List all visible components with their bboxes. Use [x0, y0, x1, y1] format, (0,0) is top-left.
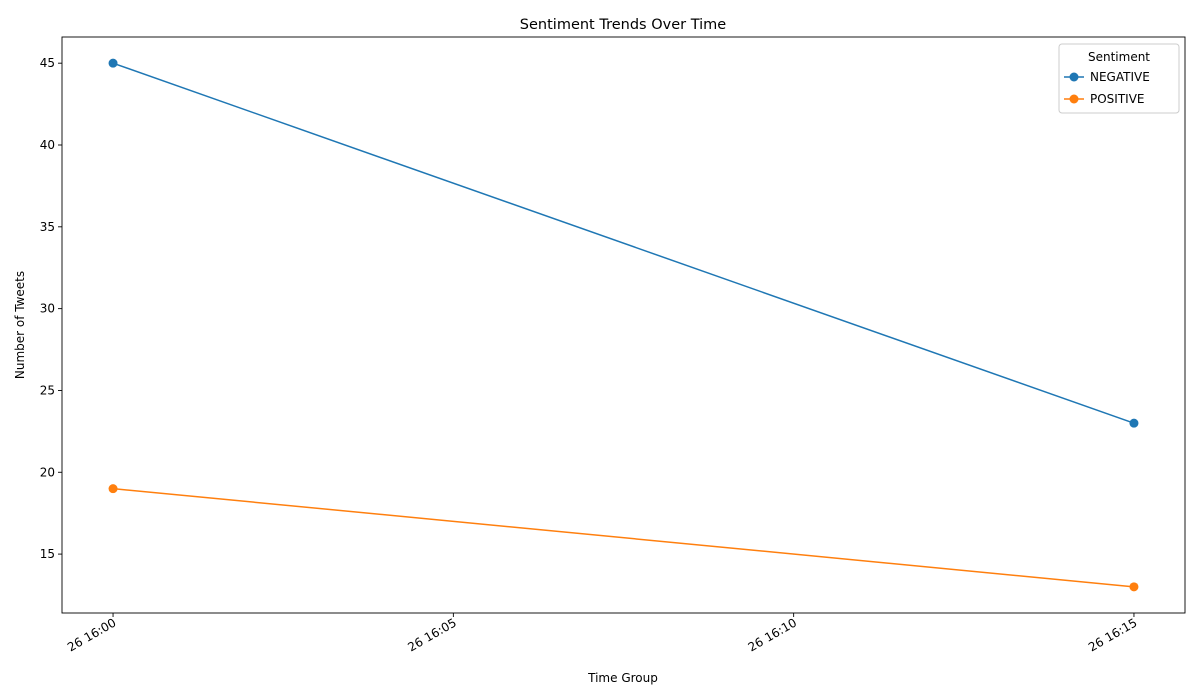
- x-tick-label: 26 16:05: [405, 615, 458, 654]
- legend-label-negative: NEGATIVE: [1090, 70, 1150, 84]
- legend: Sentiment NEGATIVE POSITIVE: [1058, 43, 1180, 114]
- y-tick-label: 30: [40, 302, 55, 316]
- x-tick-label: 26 16:15: [1086, 615, 1139, 654]
- chart-title: Sentiment Trends Over Time: [520, 17, 726, 33]
- x-axis-label: Time Group: [587, 671, 658, 685]
- data-point-negative: [108, 58, 118, 68]
- plot-frame: [61, 36, 1186, 614]
- legend-marker-positive: [1069, 94, 1079, 104]
- y-tick-label: 15: [40, 547, 55, 561]
- x-tick-label: 26 16:10: [746, 615, 799, 654]
- y-tick-label: 40: [40, 138, 55, 152]
- data-point-positive: [108, 484, 118, 494]
- x-tick-label: 26 16:00: [65, 615, 118, 654]
- legend-box: [1058, 43, 1180, 114]
- series-line-negative: [112, 62, 1135, 424]
- legend-label-positive: POSITIVE: [1090, 92, 1145, 106]
- data-point-negative: [1129, 418, 1139, 428]
- y-axis-label: Number of Tweets: [13, 271, 27, 379]
- legend-title: Sentiment: [1088, 50, 1150, 64]
- y-tick-label: 35: [40, 220, 55, 234]
- series-line-positive: [112, 487, 1135, 588]
- y-tick-label: 20: [40, 465, 55, 479]
- y-tick-label: 25: [40, 383, 55, 397]
- y-tick-label: 45: [40, 56, 55, 70]
- data-point-positive: [1129, 582, 1139, 592]
- legend-marker-negative: [1069, 72, 1079, 82]
- plot-area: [108, 58, 1139, 592]
